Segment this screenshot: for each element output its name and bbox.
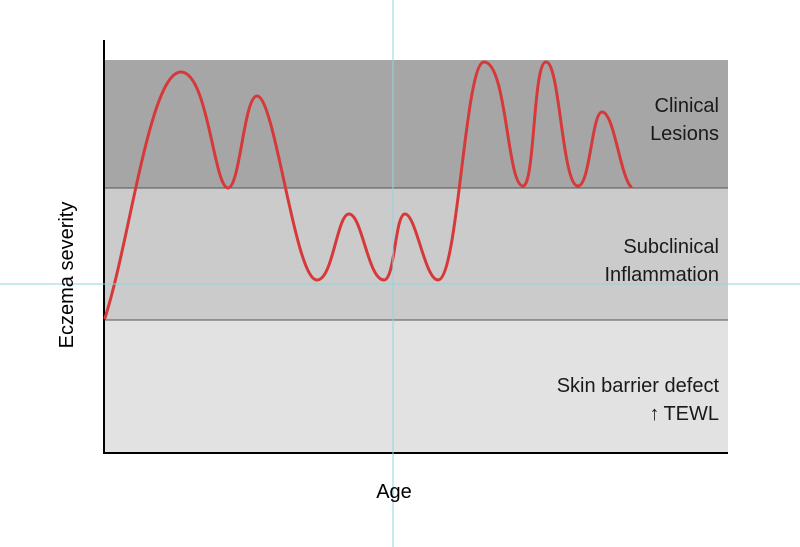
eczema-severity-curve [103,60,633,320]
clinical-label-line2: Lesions [650,123,719,145]
clinical-label-line1: Clinical [655,95,719,117]
y-axis-label: Eczema severity [56,202,78,349]
subclinical-label-line1: Subclinical [623,236,719,258]
subclinical-inflammation-zone [104,188,728,320]
tewl-text: TEWL [663,403,719,425]
barrier-label-line1: Skin barrier defect [557,375,720,397]
barrier-label-line2: ↑ TEWL [649,403,719,425]
up-arrow-icon: ↑ [649,403,659,425]
skin-barrier-defect-zone [104,320,728,452]
clinical-lesions-zone [104,60,728,188]
x-axis-label: Age [376,481,412,503]
subclinical-label-line2: Inflammation [605,264,720,286]
